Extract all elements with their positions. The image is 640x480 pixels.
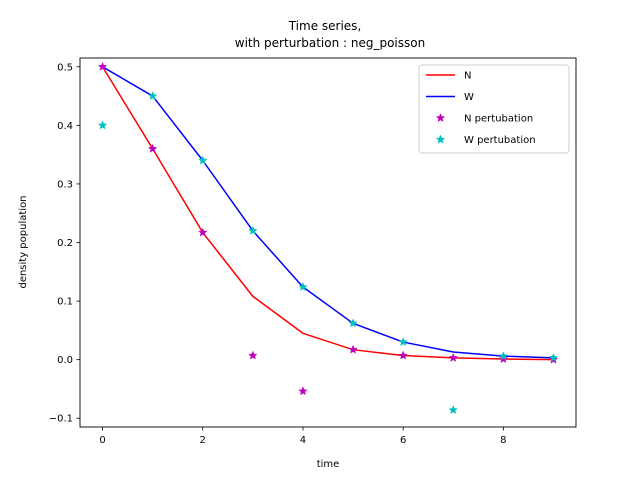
marker-w-pertubation bbox=[398, 337, 408, 347]
axis-ticks: 0 2 4 6 8 −0.1 0.0 0.1 0.2 0.3 0.4 0.5 bbox=[49, 62, 507, 446]
marker-n-pertubation bbox=[498, 354, 509, 364]
y-tick-label: 0.0 bbox=[57, 355, 73, 366]
marker-w-pertubation bbox=[198, 155, 208, 165]
y-tick-label: 0.4 bbox=[57, 121, 73, 132]
marker-n-pertubation bbox=[97, 61, 108, 71]
marker-w-pertubation bbox=[97, 120, 108, 130]
marker-w-pertubation bbox=[147, 91, 158, 101]
marker-w-pertubation bbox=[548, 352, 559, 362]
legend-label: N bbox=[464, 71, 471, 82]
plot-frame bbox=[79, 57, 577, 428]
marker-n-pertubation bbox=[398, 350, 408, 360]
legend-label: W pertubation bbox=[464, 135, 536, 146]
series-line-n bbox=[101, 66, 554, 361]
y-tick-label: −0.1 bbox=[49, 414, 73, 425]
marker-n-pertubation bbox=[348, 344, 358, 354]
y-axis-label: density population bbox=[18, 195, 29, 288]
legend-box bbox=[418, 64, 570, 154]
marker-w-pertubation bbox=[348, 318, 358, 328]
x-axis-label: time bbox=[317, 459, 340, 470]
marker-w-pertubation bbox=[298, 282, 308, 292]
series-layer bbox=[97, 61, 559, 415]
chart-title-line2: with perturbation : neg_poisson bbox=[235, 36, 425, 50]
marker-n-pertubation bbox=[147, 143, 158, 153]
legend: NW N pertubation W pertubation bbox=[418, 64, 570, 154]
marker-n-pertubation bbox=[448, 352, 458, 362]
marker-n-pertubation bbox=[198, 227, 208, 237]
legend-label: W bbox=[464, 92, 474, 103]
y-tick-label: 0.3 bbox=[57, 179, 73, 190]
y-tick-label: 0.1 bbox=[57, 297, 73, 308]
marker-w-pertubation bbox=[448, 405, 458, 415]
x-tick-label: 6 bbox=[400, 435, 406, 446]
legend-label: N pertubation bbox=[464, 114, 533, 125]
legend-swatch-w-pertubation bbox=[435, 134, 446, 144]
x-tick-label: 0 bbox=[99, 435, 105, 446]
x-tick-label: 4 bbox=[300, 435, 306, 446]
marker-w-pertubation bbox=[498, 351, 509, 361]
x-tick-label: 8 bbox=[500, 435, 506, 446]
y-tick-label: 0.5 bbox=[57, 62, 73, 73]
chart-title-line1: Time series, bbox=[288, 19, 362, 33]
x-tick-label: 2 bbox=[200, 435, 206, 446]
legend-swatch-n-pertubation bbox=[435, 113, 446, 123]
marker-n-pertubation bbox=[248, 350, 258, 360]
y-tick-label: 0.2 bbox=[57, 238, 73, 249]
marker-n-pertubation bbox=[298, 386, 308, 396]
marker-w-pertubation bbox=[248, 225, 258, 235]
series-line-w bbox=[102, 66, 554, 359]
